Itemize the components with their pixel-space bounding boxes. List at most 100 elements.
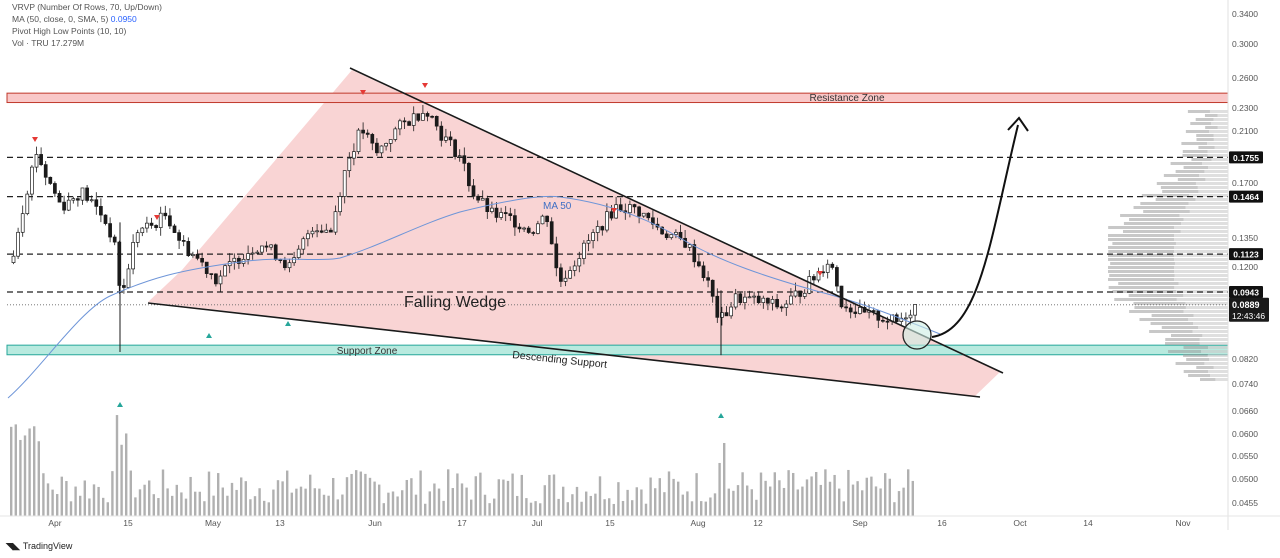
indicator-ma[interactable]: MA (50, close, 0, SMA, 5) 0.0950: [12, 14, 137, 24]
volume-bar: [658, 478, 661, 516]
candle-body: [126, 268, 131, 288]
volume-profile-bar: [1175, 170, 1205, 173]
volume-bar: [276, 480, 280, 516]
volume-bar: [534, 501, 537, 516]
volume-bar: [428, 491, 431, 516]
candle-body: [48, 176, 53, 184]
candle-body: [577, 258, 582, 267]
time-tick-label: Aug: [690, 518, 705, 528]
volume-bar: [249, 499, 252, 516]
volume-bar: [626, 489, 629, 516]
volume-profile-bar: [1109, 274, 1175, 277]
candle-body: [218, 275, 223, 285]
candle-body: [508, 213, 513, 216]
price-level-tag: [1229, 248, 1263, 261]
indicator-vol[interactable]: Vol · TRU 17.279M: [12, 38, 84, 48]
volume-bar: [773, 472, 776, 516]
candle-body: [283, 260, 287, 269]
pivot-high-marker: [32, 137, 38, 142]
indicator-pivot[interactable]: Pivot High Low Points (10, 10): [12, 26, 126, 36]
volume-bar: [571, 494, 574, 516]
price-level-tag-label: 0.0943: [1233, 288, 1259, 298]
volume-profile-bar: [1209, 110, 1228, 113]
volume-profile-bar: [1208, 370, 1228, 373]
tradingview-brand[interactable]: ◥◣ TradingView: [6, 541, 72, 552]
volume-bar: [755, 499, 758, 516]
volume-profile-bar: [1139, 318, 1189, 321]
volume-profile-bar: [1165, 342, 1200, 345]
candle-body: [338, 196, 342, 213]
candle-body: [812, 276, 816, 281]
current-price-tag: [1229, 297, 1269, 322]
volume-profile-bar: [1174, 246, 1228, 249]
volume-profile-bar: [1200, 378, 1216, 381]
volume-profile-bar: [1211, 122, 1228, 125]
candle-body: [260, 245, 264, 253]
candle-body: [825, 263, 830, 273]
volume-profile-bar: [1179, 214, 1228, 217]
volume-bar: [235, 489, 238, 516]
volume-profile-bar: [1143, 210, 1190, 213]
volume-bar: [884, 473, 887, 516]
volume-profile-bar: [1214, 146, 1228, 149]
volume-bar: [493, 498, 496, 516]
volume-bar: [819, 484, 822, 516]
candle-body: [223, 265, 227, 277]
candle-body: [287, 262, 292, 269]
candle-body: [356, 129, 361, 153]
volume-bar: [401, 490, 404, 516]
volume-bar: [69, 501, 73, 516]
indicator-vrvp-label: VRVP (Number Of Rows, 70, Up/Down): [12, 2, 162, 12]
candle-body: [122, 285, 126, 288]
candle-body: [600, 226, 605, 231]
volume-profile-bar: [1185, 306, 1228, 309]
volume-bar: [60, 476, 63, 516]
volume-profile-bar: [1174, 250, 1228, 253]
volume-profile-bar: [1128, 294, 1184, 297]
volume-bar: [732, 490, 735, 516]
candle-body: [149, 222, 154, 226]
volume-bar: [543, 485, 546, 516]
candle-body: [480, 198, 485, 201]
volume-bar: [161, 469, 165, 516]
candle-body: [572, 265, 577, 271]
volume-bar: [474, 476, 477, 516]
candle-body: [103, 214, 108, 224]
volume-bar: [631, 500, 634, 516]
indicator-vrvp[interactable]: VRVP (Number Of Rows, 70, Up/Down): [12, 2, 162, 12]
candle-body: [858, 307, 862, 314]
volume-bar: [175, 484, 178, 516]
candle-body: [384, 143, 388, 147]
candle-body: [894, 314, 899, 322]
candle-body: [710, 279, 715, 297]
candle-body: [807, 276, 812, 294]
volume-profile-bar: [1215, 378, 1228, 381]
volume-bar: [483, 494, 487, 516]
volume-profile-bar: [1174, 258, 1228, 261]
ma-50-line: [7, 195, 941, 399]
candle-body: [172, 225, 177, 233]
volume-bar: [28, 428, 31, 516]
volume-bar: [51, 489, 54, 516]
candle-body: [292, 257, 296, 264]
volume-bar: [516, 495, 519, 516]
volume-profile-bar: [1188, 202, 1228, 205]
candle-body: [444, 136, 448, 141]
candle-body: [177, 232, 181, 241]
volume-bar: [405, 479, 408, 516]
candle-body: [25, 193, 30, 215]
candle-body: [315, 230, 319, 233]
volume-bar: [907, 469, 910, 516]
volume-profile-bar: [1185, 206, 1228, 209]
candle-body: [646, 212, 651, 219]
volume-bar: [736, 485, 740, 516]
indicator-pivot-label: Pivot High Low Points (10, 10): [12, 26, 127, 36]
volume-profile-bar: [1140, 202, 1189, 205]
volume-profile-bar: [1195, 198, 1228, 201]
volume-profile-bar: [1150, 322, 1194, 325]
volume-profile-bar: [1161, 326, 1199, 329]
falling-wedge-label: Falling Wedge: [404, 294, 506, 311]
candle-body: [582, 242, 586, 259]
volume-profile-bar: [1174, 286, 1228, 289]
